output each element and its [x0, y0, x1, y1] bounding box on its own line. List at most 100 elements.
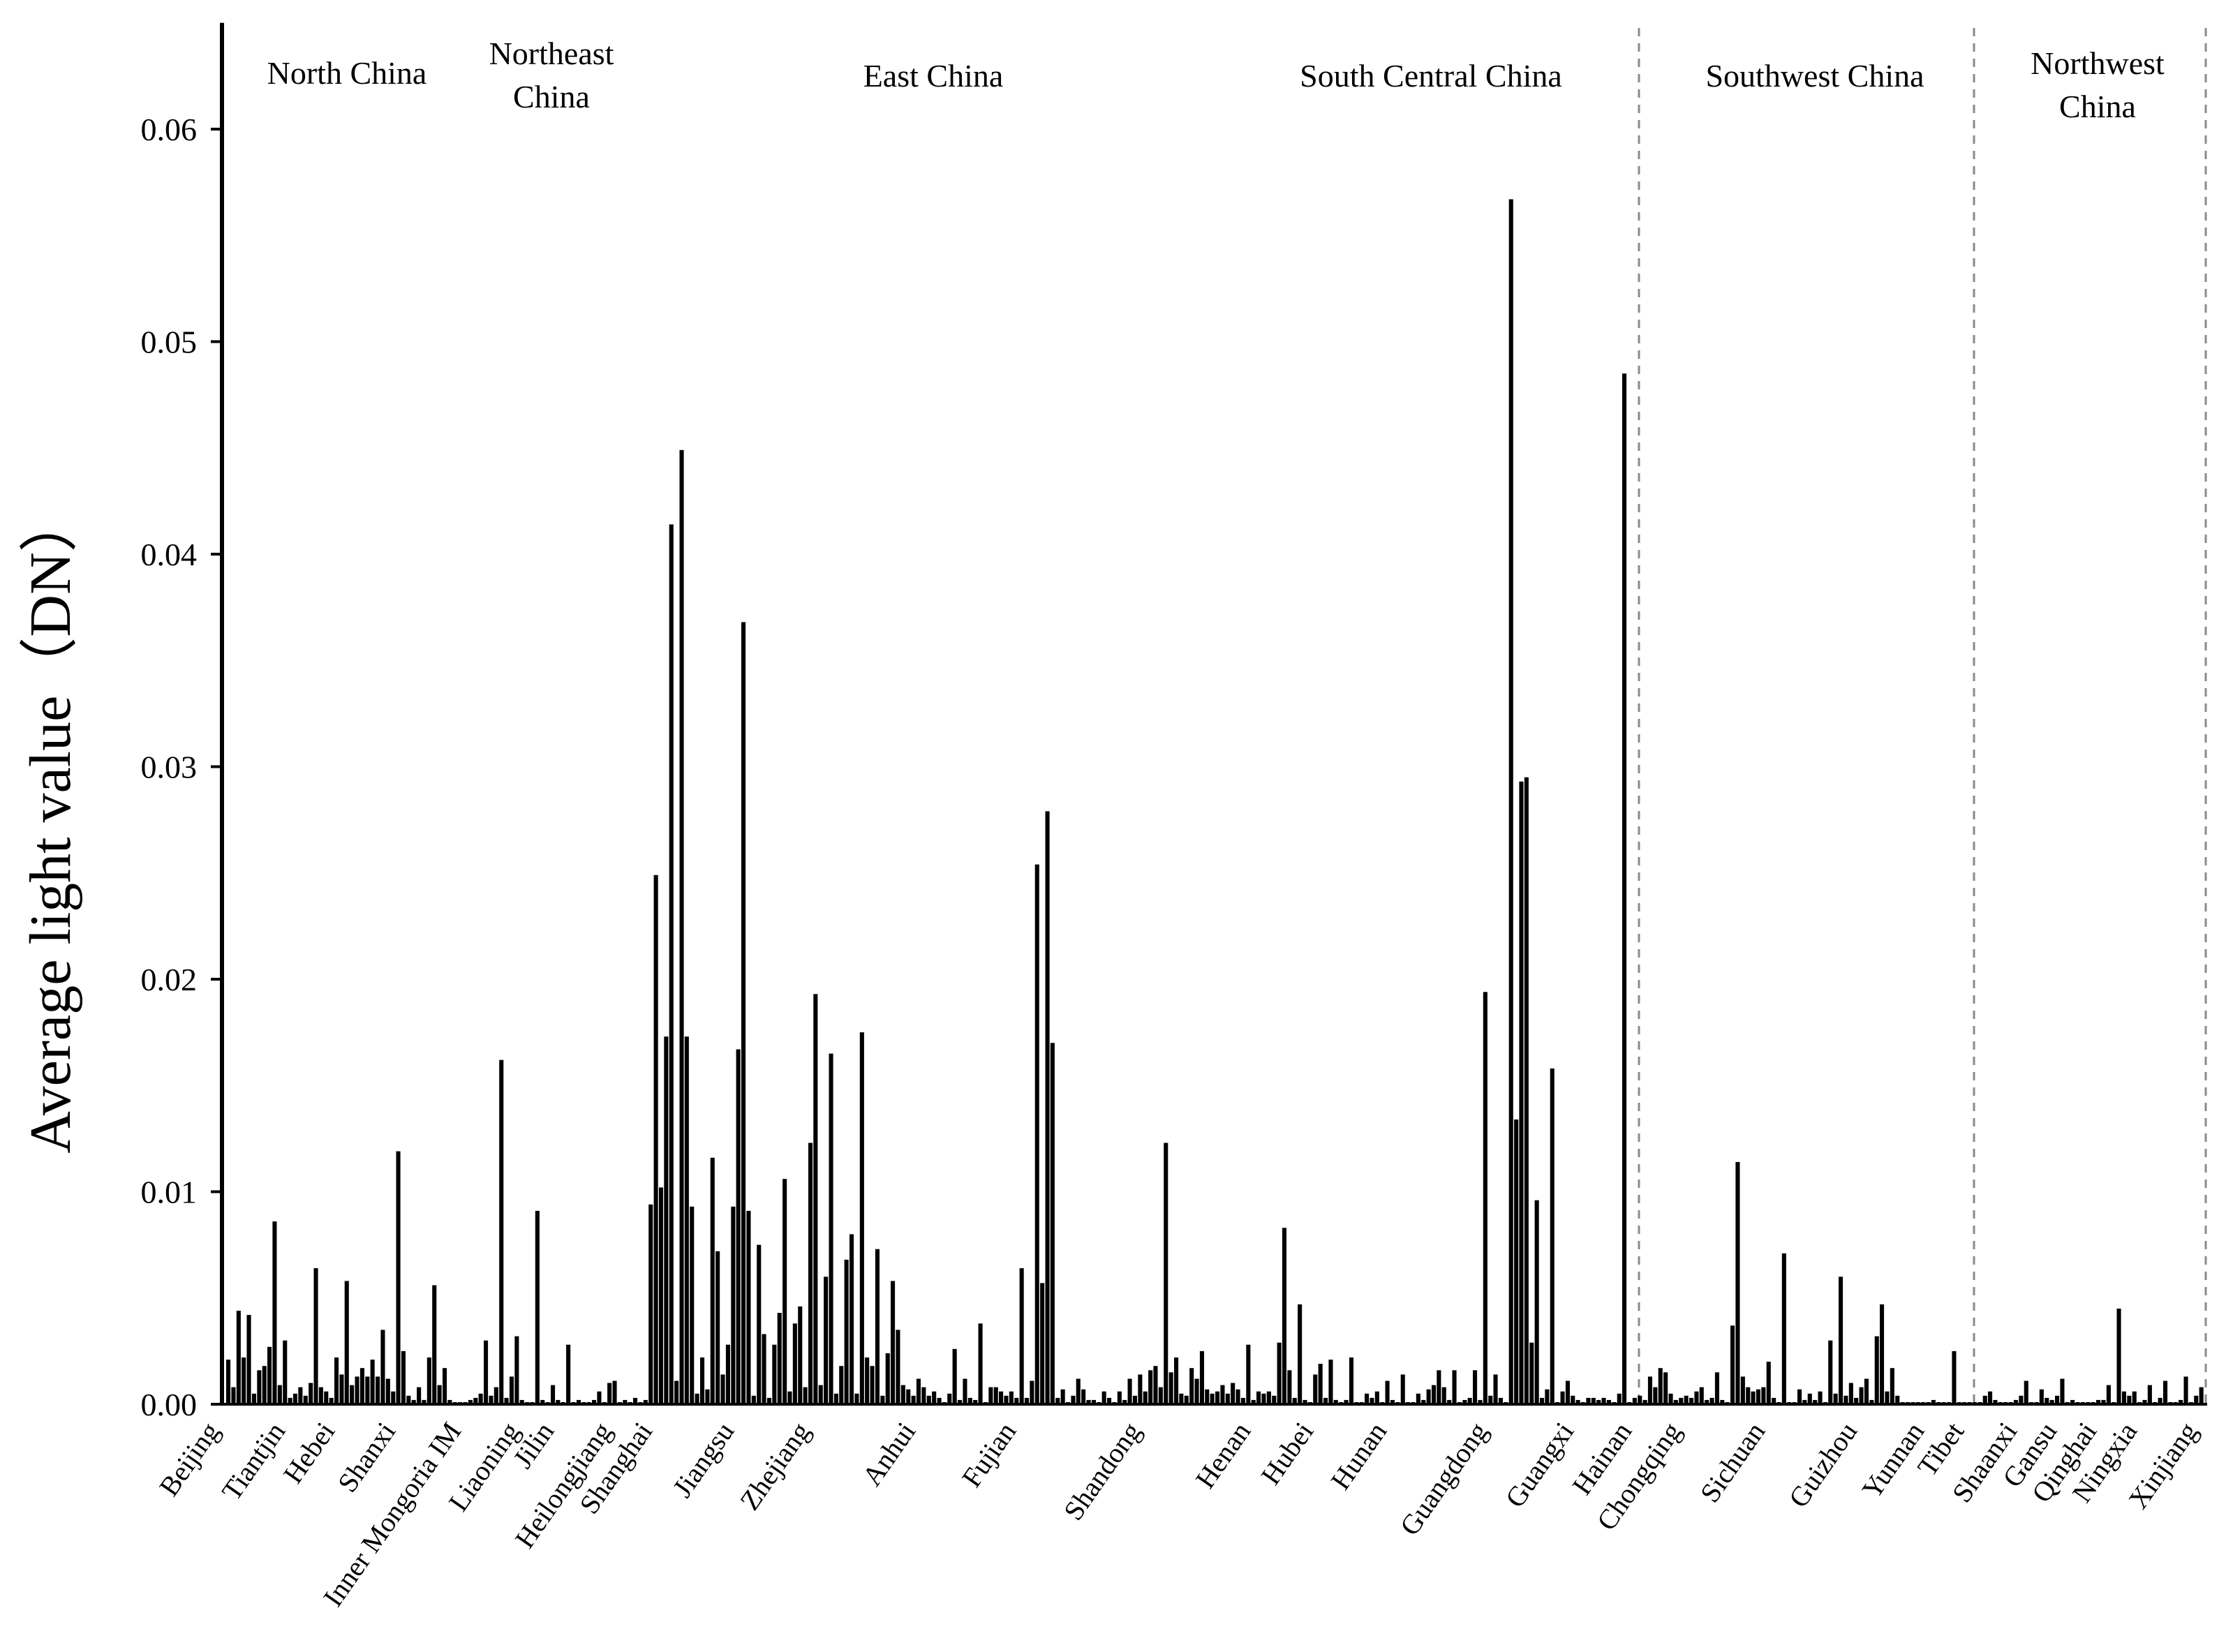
bar	[1540, 1397, 1545, 1404]
y-ticks: 0.00 0.01 0.02 0.03 0.04 0.05 0.06	[141, 112, 222, 1422]
bar	[1091, 1399, 1096, 1404]
bar	[1473, 1370, 1478, 1404]
bar	[988, 1387, 993, 1404]
bar	[833, 1393, 838, 1404]
bar	[1488, 1395, 1493, 1404]
bar	[2121, 1391, 2126, 1404]
region-labels: North China Northeast China East China South…	[267, 36, 2165, 124]
bar	[921, 1387, 926, 1404]
bar	[1591, 1397, 1596, 1404]
bar	[1060, 1389, 1065, 1404]
bar	[473, 1397, 478, 1404]
bar	[2019, 1395, 2024, 1404]
bar	[1498, 1397, 1503, 1404]
bar	[1653, 1387, 1658, 1404]
bar	[937, 1397, 942, 1404]
bar	[1426, 1389, 1431, 1404]
bar	[1153, 1366, 1158, 1404]
bar	[2163, 1381, 2168, 1404]
bar	[813, 994, 818, 1404]
bar	[1848, 1383, 1853, 1404]
bar	[514, 1336, 519, 1404]
bar	[679, 449, 684, 1404]
bar	[1772, 1397, 1776, 1404]
bar	[417, 1387, 422, 1404]
bar	[952, 1348, 957, 1404]
bar	[1606, 1399, 1611, 1404]
bar	[1055, 1397, 1060, 1404]
bar	[1199, 1350, 1204, 1404]
bar	[478, 1393, 483, 1404]
region-label: China	[2059, 89, 2136, 124]
bar	[967, 1397, 972, 1404]
bar	[1565, 1381, 1570, 1404]
bar	[1040, 1283, 1045, 1404]
bar	[1050, 1043, 1055, 1404]
bar	[1138, 1374, 1143, 1404]
bar	[1452, 1370, 1457, 1404]
bar	[766, 1397, 771, 1404]
bar	[1478, 1399, 1483, 1404]
bar	[772, 1344, 777, 1404]
region-label: East China	[863, 58, 1004, 94]
bar	[1890, 1368, 1894, 1404]
bar	[1751, 1391, 1756, 1404]
bar	[1220, 1385, 1225, 1404]
bar	[911, 1395, 916, 1404]
bar	[1642, 1399, 1647, 1404]
bar	[1709, 1397, 1714, 1404]
bar	[705, 1389, 710, 1404]
bar	[1931, 1399, 1936, 1404]
bar	[494, 1387, 498, 1404]
bar	[385, 1378, 390, 1404]
bar	[231, 1387, 236, 1404]
bar	[1797, 1389, 1802, 1404]
bar	[1462, 1399, 1467, 1404]
bar	[777, 1313, 782, 1404]
bar	[2127, 1395, 2132, 1404]
bar	[612, 1381, 617, 1404]
bar	[1287, 1370, 1292, 1404]
bar	[1869, 1399, 1874, 1404]
bar	[1189, 1368, 1194, 1404]
bar	[1550, 1068, 1555, 1404]
province-label: Anhui	[856, 1416, 921, 1491]
bar	[1030, 1381, 1034, 1404]
bar	[401, 1350, 406, 1404]
bar	[592, 1399, 597, 1404]
region-label: South Central China	[1300, 58, 1562, 94]
bar	[2060, 1378, 2065, 1404]
bar	[1679, 1397, 1684, 1404]
bar	[1292, 1397, 1297, 1404]
bar	[1421, 1399, 1426, 1404]
bar	[1447, 1399, 1452, 1404]
bar	[1982, 1395, 1987, 1404]
bar	[958, 1399, 963, 1404]
bar	[1647, 1376, 1652, 1404]
bar	[1735, 1161, 1740, 1404]
bar	[643, 1399, 648, 1404]
bar	[674, 1381, 679, 1404]
bar	[1107, 1397, 1112, 1404]
bar	[1874, 1336, 1879, 1404]
bar	[1117, 1391, 1122, 1404]
bar	[566, 1344, 571, 1404]
bar	[1761, 1387, 1766, 1404]
bar	[1184, 1395, 1189, 1404]
bar	[2179, 1399, 2183, 1404]
bar	[792, 1323, 797, 1404]
bar	[2132, 1391, 2137, 1404]
bar	[715, 1251, 720, 1404]
region-dividers	[1638, 28, 2207, 1404]
bar	[896, 1330, 900, 1404]
bar	[376, 1376, 380, 1404]
bar	[551, 1385, 556, 1404]
bar	[798, 1306, 803, 1404]
bar	[1004, 1395, 1009, 1404]
bar	[2183, 1376, 2188, 1404]
bar	[1601, 1397, 1606, 1404]
bar	[1432, 1385, 1437, 1404]
bar	[736, 1049, 741, 1404]
bar	[1127, 1378, 1132, 1404]
bar	[1818, 1391, 1823, 1404]
